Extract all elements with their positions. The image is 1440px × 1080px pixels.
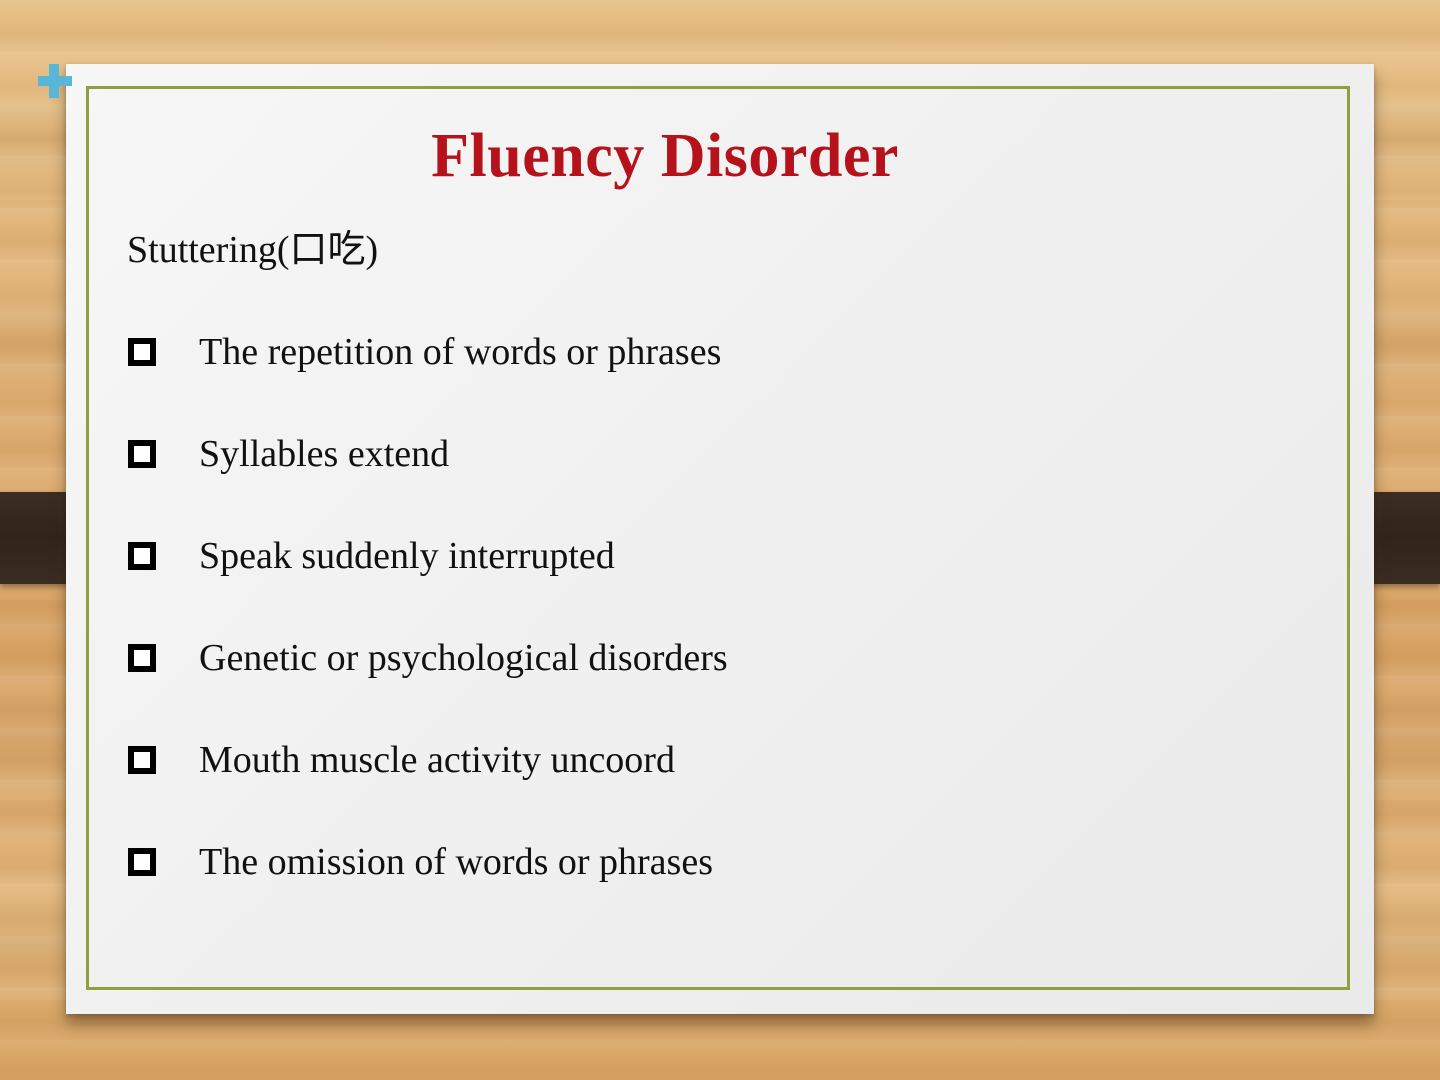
- bullet-text: The omission of words or phrases: [199, 841, 713, 883]
- bullet-text: Mouth muscle activity uncoord: [199, 739, 675, 781]
- list-item: The omission of words or phrases: [128, 836, 728, 938]
- slide-subtitle: Stuttering(口吃): [127, 229, 379, 271]
- bullet-text: Genetic or psychological disorders: [199, 637, 728, 679]
- list-item: Speak suddenly interrupted: [128, 530, 728, 632]
- list-item: The repetition of words or phrases: [128, 326, 728, 428]
- list-item: Genetic or psychological disorders: [128, 632, 728, 734]
- square-bullet-icon: [128, 542, 156, 570]
- square-bullet-icon: [128, 644, 156, 672]
- square-bullet-icon: [128, 848, 156, 876]
- square-bullet-icon: [128, 440, 156, 468]
- slide-frame: [86, 86, 1350, 990]
- bullet-text: Speak suddenly interrupted: [199, 535, 615, 577]
- slide-paper: [66, 64, 1374, 1014]
- bullet-list: The repetition of words or phrases Sylla…: [128, 326, 728, 938]
- plus-icon: [34, 60, 74, 100]
- square-bullet-icon: [128, 338, 156, 366]
- bullet-text: The repetition of words or phrases: [199, 331, 722, 373]
- square-bullet-icon: [128, 746, 156, 774]
- list-item: Syllables extend: [128, 428, 728, 530]
- list-item: Mouth muscle activity uncoord: [128, 734, 728, 836]
- slide-title: Fluency Disorder: [431, 122, 899, 190]
- bullet-text: Syllables extend: [199, 433, 450, 475]
